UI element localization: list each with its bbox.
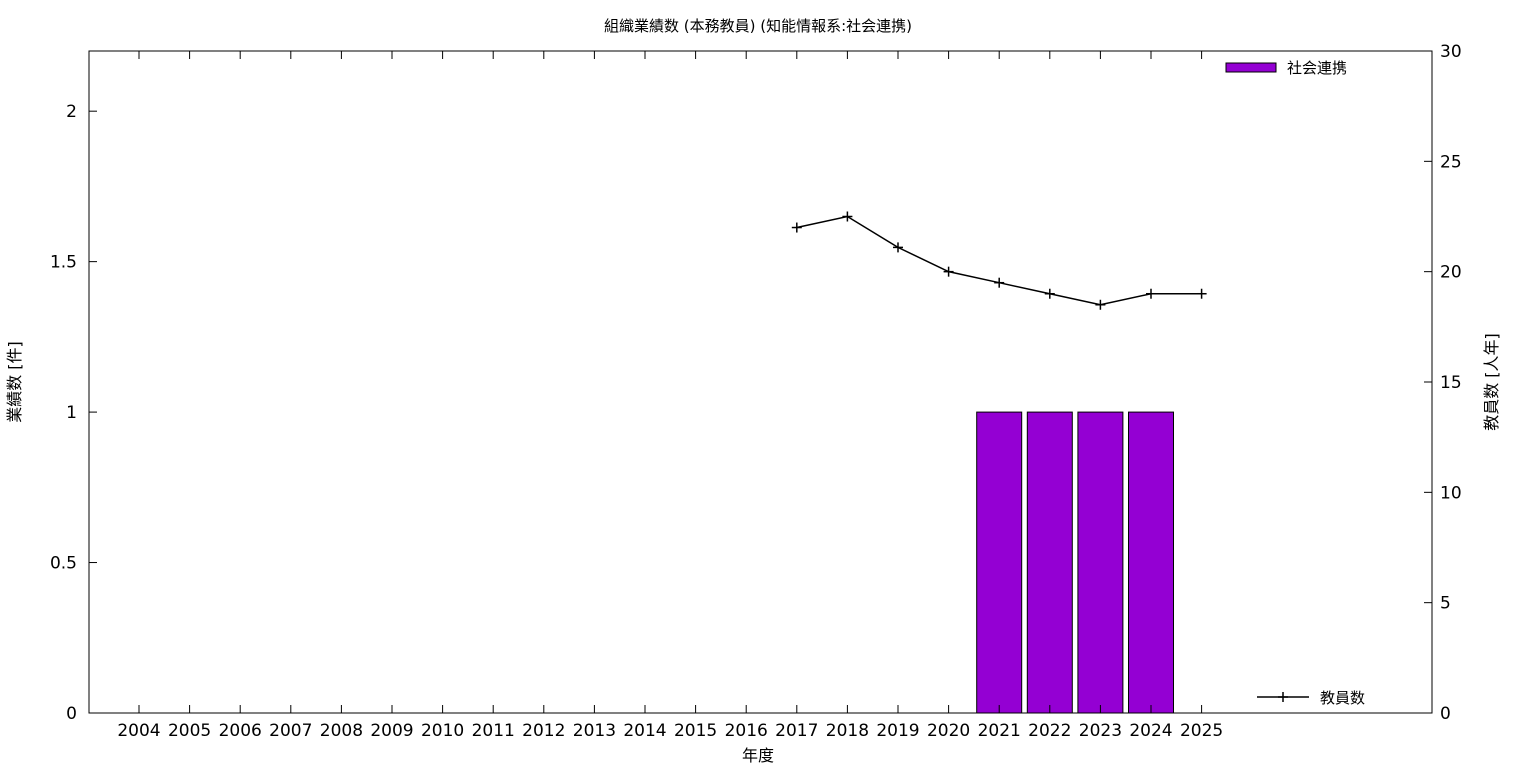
y2-tick-label: 15 (1440, 373, 1462, 393)
x-tick-label: 2012 (522, 721, 565, 741)
y-tick-label: 2 (66, 102, 77, 122)
bar (1128, 411, 1174, 714)
x-tick-label: 2022 (1028, 721, 1071, 741)
bars-layer (976, 411, 1174, 714)
y-tick-label: 1.5 (50, 253, 77, 273)
y2-tick-label: 25 (1440, 152, 1462, 172)
x-tick-label: 2014 (623, 721, 666, 741)
y2-tick-label: 0 (1440, 704, 1451, 724)
legend-line-label: 教員数 (1320, 689, 1365, 707)
y-tick-label: 1 (66, 403, 77, 423)
series-line (796, 215, 1202, 306)
y-tick-label: 0.5 (50, 554, 77, 574)
y-tick-label: 0 (66, 704, 77, 724)
x-tick-label: 2017 (775, 721, 818, 741)
bar (1077, 411, 1124, 714)
x-tick-label: 2020 (927, 721, 970, 741)
y-axis-title: 業績数 [件] (5, 341, 24, 423)
legend-line: 教員数 (1257, 689, 1365, 707)
x-tick-label: 2018 (826, 721, 869, 741)
x-tick-label: 2007 (269, 721, 312, 741)
x-tick-label: 2019 (876, 721, 919, 741)
x-tick-label: 2021 (978, 721, 1021, 741)
plot-frame (88, 50, 1433, 714)
x-tick-label: 2025 (1180, 721, 1223, 741)
x-tick-label: 2023 (1079, 721, 1122, 741)
y2-axis-title: 教員数 [人年] (1482, 333, 1501, 431)
x-axis-title: 年度 (742, 746, 774, 765)
x-tick-label: 2004 (117, 721, 160, 741)
y2-tick-label: 20 (1440, 263, 1462, 283)
chart-title: 組織業績数 (本務教員) (知能情報系:社会連携) (604, 17, 912, 35)
legend-bars: 社会連携 (1225, 59, 1347, 77)
bar (1026, 411, 1073, 714)
x-tick-label: 2011 (472, 721, 515, 741)
x-tick-label: 2006 (219, 721, 262, 741)
x-tick-label: 2016 (725, 721, 768, 741)
legend-bar-label: 社会連携 (1287, 59, 1347, 77)
x-tick-label: 2015 (674, 721, 717, 741)
x-tick-label: 2009 (370, 721, 413, 741)
line-layer (791, 211, 1207, 310)
y2-tick-label: 30 (1440, 42, 1462, 62)
x-tick-label: 2005 (168, 721, 211, 741)
x-tick-label: 2008 (320, 721, 363, 741)
bar (976, 411, 1023, 714)
x-tick-label: 2010 (421, 721, 464, 741)
x-tick-label: 2013 (573, 721, 616, 741)
ticks-layer: 2004 2005 2006 2007 2008 2009 2010 2011 2012 2013… (50, 42, 1462, 741)
legend-bar-swatch (1225, 62, 1277, 73)
y2-tick-label: 5 (1440, 594, 1451, 614)
y2-tick-label: 10 (1440, 483, 1462, 503)
x-tick-label: 2024 (1129, 721, 1172, 741)
